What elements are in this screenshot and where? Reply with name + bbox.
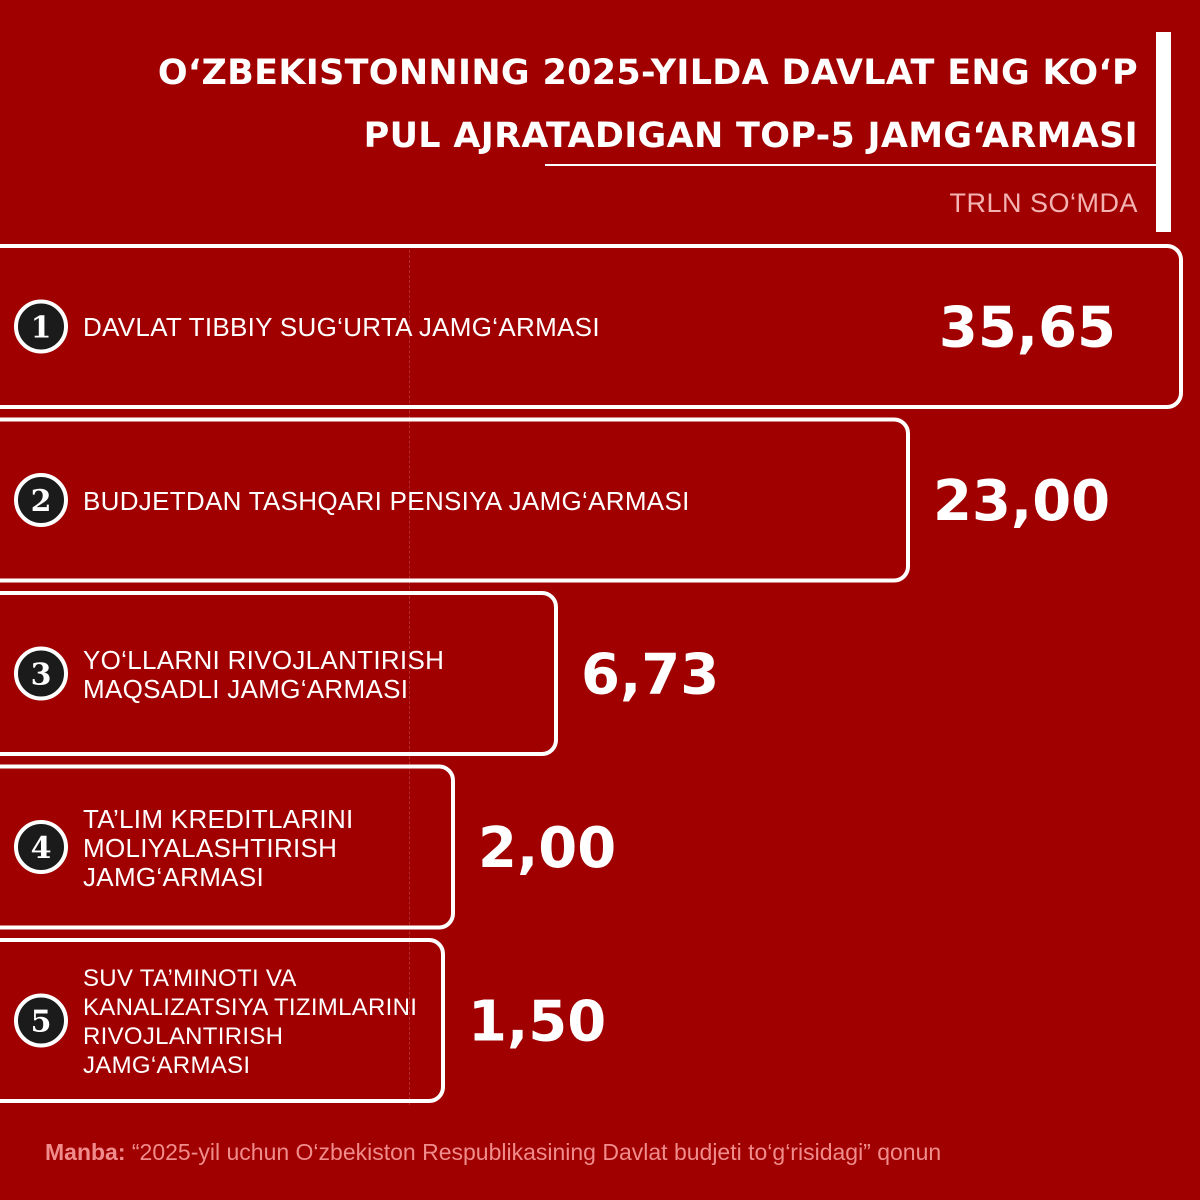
value-label-3: 6,73 (581, 643, 719, 708)
title-line-2: PUL AJRATADIGAN TOP-5 JAMG‘ARMASI (363, 116, 1138, 156)
value-label-4: 2,00 (478, 816, 616, 881)
bar-5 (0, 938, 445, 1103)
rank-number-3: 3 (31, 658, 52, 693)
rank-badge-1 (14, 299, 68, 354)
title-line-1: O‘ZBEKISTONNING 2025-YILDA DAVLAT ENG KO… (157, 53, 1138, 93)
category-label-4: TA’LIM KREDITLARINI MOLIYALASHTIRISH JAMG‘… (83, 803, 354, 892)
category-label-line: BUDJETDAN TASHQARI PENSIYA JAMG‘ARMASI (83, 485, 690, 516)
category-label-line: JAMG‘ARMASI (83, 861, 264, 892)
source-note: Manba: “2025-yil uchun O‘zbekiston Respu… (45, 1139, 941, 1166)
value-label-2: 23,00 (933, 469, 1110, 534)
category-label-5: SUV TA’MINOTI VA KANALIZATSIYA TIZIMLARIN… (83, 964, 417, 1080)
value-label-5: 1,50 (468, 990, 606, 1055)
rank-badge-4 (14, 820, 68, 874)
rank-badge-2 (14, 473, 68, 527)
category-label-line: RIVOJLANTIRISH (83, 1022, 284, 1050)
value-label-1: 35,65 (939, 296, 1116, 361)
bar-1 (0, 244, 1183, 409)
category-label-line: SUV TA’MINOTI VA (83, 964, 297, 992)
category-label-2: BUDJETDAN TASHQARI PENSIYA JAMG‘ARMASI (83, 485, 690, 516)
rank-number-2: 2 (31, 484, 52, 519)
category-label-line: MAQSADLI JAMG‘ARMASI (83, 673, 409, 704)
rank-number-1: 1 (31, 311, 52, 346)
title-accent-bar (1156, 32, 1171, 232)
title-underline (545, 164, 1156, 166)
category-label-line: JAMG‘ARMASI (83, 1051, 251, 1079)
dashed-guide-line (409, 245, 410, 1105)
category-label-line: DAVLAT TIBBIY SUG‘URTA JAMG‘ARMASI (83, 312, 600, 342)
rank-number-5: 5 (31, 1005, 52, 1040)
category-label-1: DAVLAT TIBBIY SUG‘URTA JAMG‘ARMASI (83, 313, 600, 342)
category-label-line: YO‘LLARNI RIVOJLANTIRISH (83, 644, 445, 675)
category-label-line: KANALIZATSIYA TIZIMLARINI (83, 993, 418, 1021)
category-label-line: TA’LIM KREDITLARINI (83, 803, 354, 834)
rank-number-4: 4 (31, 831, 52, 866)
source-label: Manba: (45, 1139, 126, 1165)
bar-4 (0, 764, 455, 930)
source-text: “2025-yil uchun O‘zbekiston Respublikasi… (131, 1139, 942, 1165)
bar-3 (0, 591, 558, 756)
chart-title: O‘ZBEKISTONNING 2025-YILDA DAVLAT ENG KO… (58, 42, 1138, 168)
category-label-line: MOLIYALASHTIRISH (83, 832, 338, 863)
unit-label: TRLN SO‘MDA (949, 188, 1138, 218)
bar-2 (0, 417, 910, 583)
rank-badge-3 (14, 646, 68, 701)
category-label-3: YO‘LLARNI RIVOJLANTIRISH MAQSADLI JAMG‘AR… (83, 644, 445, 704)
rank-badge-5 (14, 993, 68, 1048)
